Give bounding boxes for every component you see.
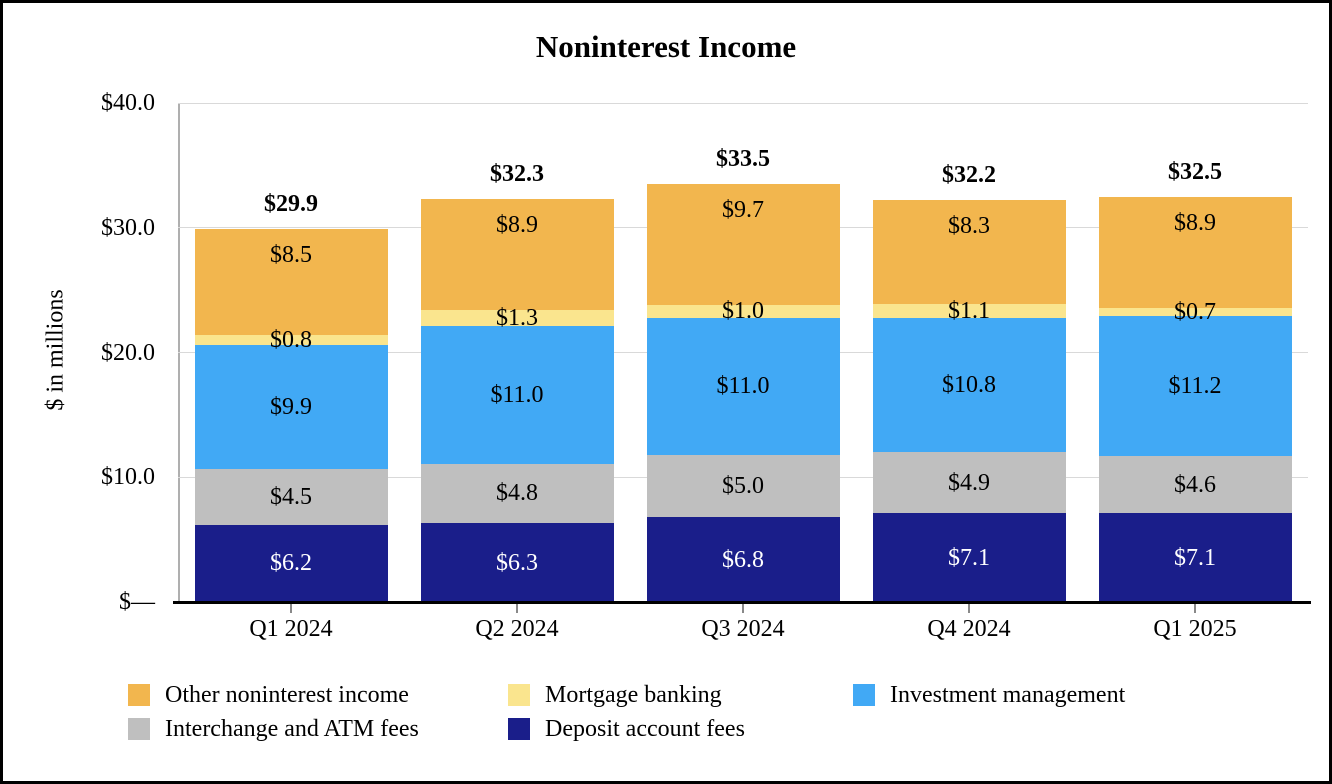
x-axis-category-label: Q2 2024 (475, 616, 559, 642)
segment-value-label: $6.2 (270, 550, 312, 577)
legend-item-label: Deposit account fees (545, 716, 745, 742)
bar-segment-mortgage-banking (872, 303, 1066, 318)
bar-segment-interchange-and-atm-fees (420, 463, 614, 524)
bar-segment-mortgage-banking (420, 310, 614, 327)
x-axis-category-label: Q4 2024 (927, 616, 1011, 642)
segment-value-label: $4.6 (1174, 471, 1216, 498)
legend-item-label: Other noninterest income (165, 682, 409, 708)
bar-segment-investment-management (872, 317, 1066, 453)
legend-item-deposit-account-fees: Deposit account fees (508, 715, 853, 743)
segment-value-label: $8.5 (270, 241, 312, 268)
legend-swatch-icon (128, 718, 150, 740)
segment-value-label: $6.3 (496, 549, 538, 576)
bar-total-label: $32.3 (490, 161, 544, 188)
legend-item-interchange-and-atm-fees: Interchange and ATM fees (128, 715, 508, 743)
segment-value-label: $11.2 (1168, 373, 1222, 400)
gridline (178, 102, 1308, 104)
legend-swatch-icon (128, 684, 150, 706)
bar-segment-interchange-and-atm-fees (646, 454, 840, 518)
bar-segment-investment-management (194, 345, 388, 469)
bar-segment-deposit-account-fees (646, 517, 840, 602)
segment-value-label: $9.7 (722, 197, 764, 224)
bar-segment-mortgage-banking (646, 305, 840, 318)
bar-segment-deposit-account-fees (194, 524, 388, 602)
segment-value-label: $1.3 (496, 305, 538, 332)
bar-segment-interchange-and-atm-fees (1098, 456, 1292, 514)
legend-item-label: Mortgage banking (545, 682, 722, 708)
segment-value-label: $9.9 (270, 393, 312, 420)
x-axis-line (173, 601, 1311, 604)
x-axis-tick (290, 604, 292, 613)
bar-segment-mortgage-banking (1098, 307, 1292, 317)
legend-item-investment-management: Investment management (853, 681, 1125, 709)
segment-value-label: $5.0 (722, 472, 764, 499)
bar-segment-investment-management (1098, 316, 1292, 457)
segment-value-label: $1.0 (722, 298, 764, 325)
x-axis-tick (1194, 604, 1196, 613)
chart-title: Noninterest Income (535, 29, 797, 64)
y-axis-tick-label: $20.0 (101, 339, 155, 366)
bar-total-label: $33.5 (716, 146, 770, 173)
legend-item-mortgage-banking: Mortgage banking (508, 681, 853, 709)
segment-value-label: $7.1 (1174, 544, 1216, 571)
legend-item-other-noninterest-income: Other noninterest income (128, 681, 508, 709)
legend-swatch-icon (508, 718, 530, 740)
segment-value-label: $0.7 (1174, 298, 1216, 325)
x-axis-category-label: Q1 2024 (249, 616, 333, 642)
legend-swatch-icon (508, 684, 530, 706)
segment-value-label: $8.9 (496, 212, 538, 239)
bar-segment-investment-management (646, 317, 840, 455)
bar-total-label: $32.5 (1168, 158, 1222, 185)
bar-total-label: $29.9 (264, 190, 318, 217)
segment-value-label: $4.9 (948, 469, 990, 496)
bar-segment-other-noninterest-income (872, 200, 1066, 304)
bar-segment-investment-management (420, 326, 614, 464)
segment-value-label: $8.3 (948, 213, 990, 240)
bar-segment-other-noninterest-income (194, 229, 388, 336)
x-axis-tick (516, 604, 518, 613)
x-axis-tick (968, 604, 970, 613)
bar-segment-other-noninterest-income (646, 184, 840, 306)
segment-value-label: $11.0 (490, 381, 544, 408)
y-axis-tick-label: $30.0 (101, 214, 155, 241)
y-axis-tick-label: $— (119, 589, 155, 615)
segment-value-label: $0.8 (270, 327, 312, 354)
legend-item-label: Interchange and ATM fees (165, 716, 419, 742)
bar-segment-deposit-account-fees (872, 513, 1066, 602)
bar-segment-deposit-account-fees (1098, 513, 1292, 602)
bar-segment-other-noninterest-income (420, 199, 614, 311)
y-axis-tick-label: $40.0 (101, 90, 155, 116)
legend-item-label: Investment management (890, 682, 1126, 708)
segment-value-label: $4.5 (270, 483, 312, 510)
segment-value-label: $7.1 (948, 544, 990, 571)
segment-value-label: $10.8 (942, 371, 996, 398)
bar-segment-deposit-account-fees (420, 523, 614, 602)
bar-segment-mortgage-banking (194, 335, 388, 346)
legend: Other noninterest income Mortgage banking… (128, 681, 1125, 743)
bar-segment-other-noninterest-income (1098, 196, 1292, 308)
segment-value-label: $6.8 (722, 546, 764, 573)
segment-value-label: $8.9 (1174, 209, 1216, 236)
segment-value-label: $1.1 (948, 297, 990, 324)
bar-segment-interchange-and-atm-fees (194, 468, 388, 525)
x-axis-category-label: Q1 2025 (1153, 616, 1237, 642)
y-axis-tick-label: $10.0 (101, 464, 155, 491)
legend-swatch-icon (853, 684, 875, 706)
bar-total-label: $32.2 (942, 162, 996, 189)
x-axis-category-label: Q3 2024 (701, 616, 785, 642)
segment-value-label: $11.0 (716, 373, 770, 400)
plot-area: $6.2 $4.5 $9.9 $0.8 $8.5 $29.9 $6.3 $4.8 $11.0 $1… (178, 102, 1308, 602)
bar-segment-interchange-and-atm-fees (872, 452, 1066, 514)
x-axis-tick (742, 604, 744, 613)
segment-value-label: $4.8 (496, 480, 538, 507)
